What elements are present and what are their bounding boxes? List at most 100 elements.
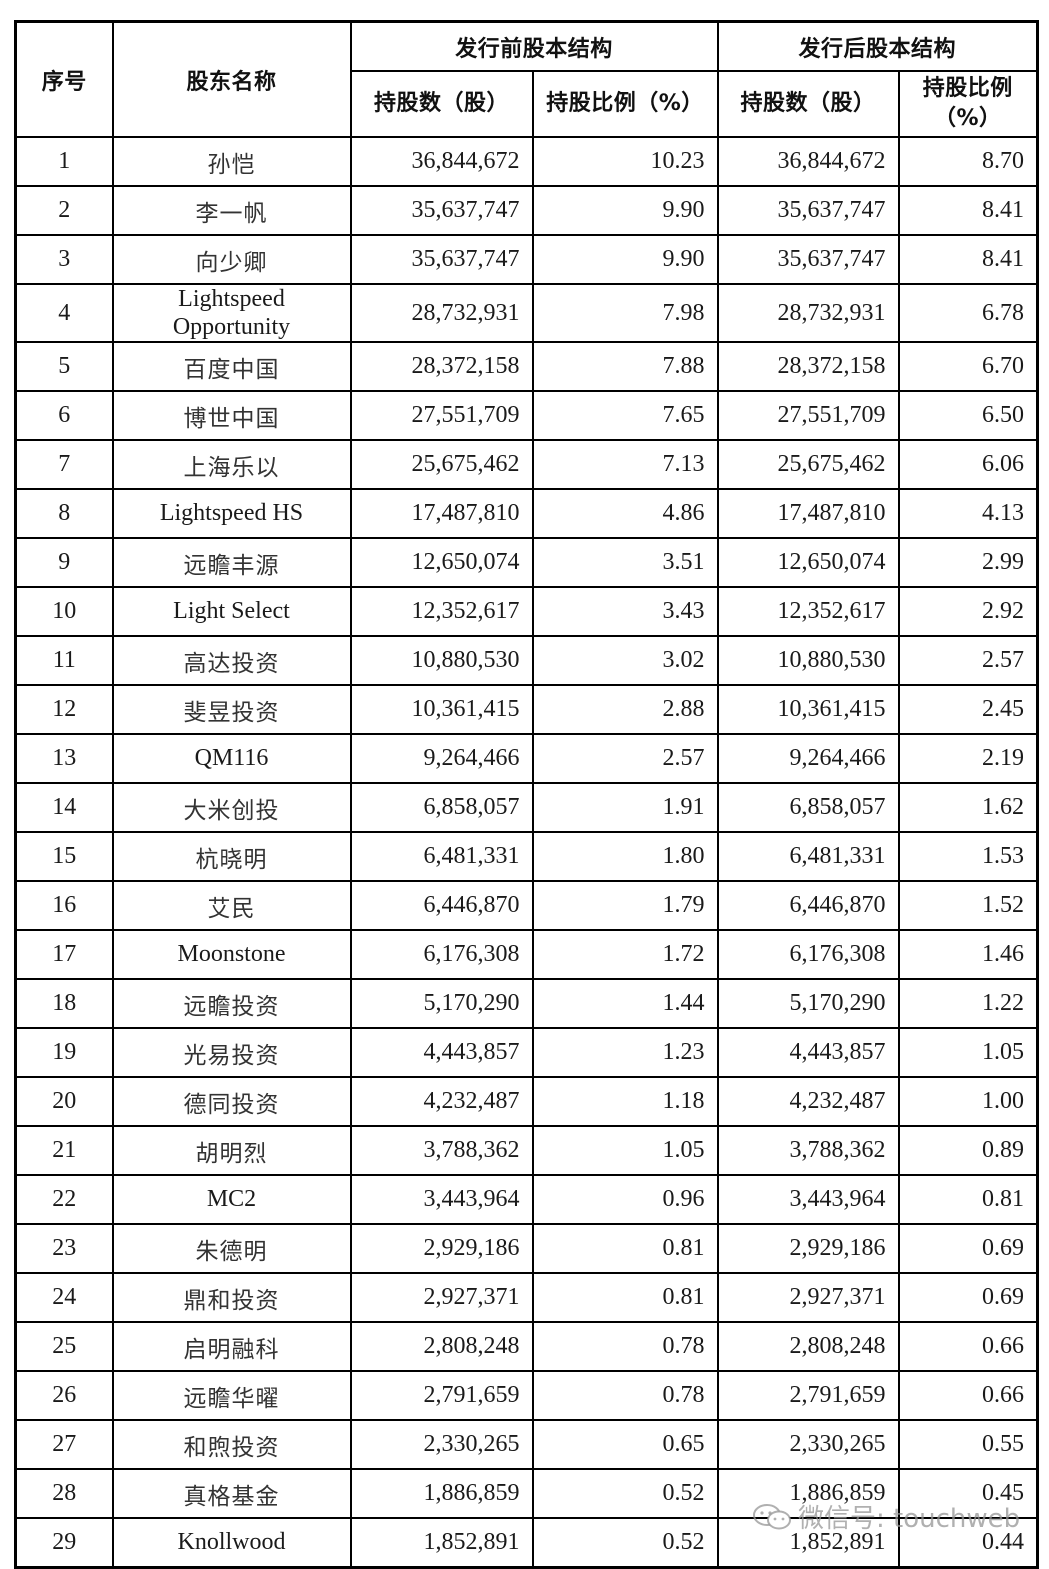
row-post-ratio: 0.66 <box>897 1370 1039 1421</box>
row-pre-shares: 2,330,265 <box>349 1419 534 1470</box>
row-post-shares: 35,637,747 <box>716 185 900 236</box>
row-index: 19 <box>14 1027 114 1078</box>
row-pre-ratio: 0.96 <box>531 1174 719 1225</box>
row-pre-ratio: 0.78 <box>531 1321 719 1372</box>
row-index: 17 <box>14 929 114 980</box>
row-post-shares: 4,443,857 <box>716 1027 900 1078</box>
header-pre-issuance-structure: 发行前股本结构 <box>349 20 719 72</box>
row-post-shares: 28,372,158 <box>716 341 900 392</box>
row-index: 18 <box>14 978 114 1029</box>
row-pre-shares: 2,927,371 <box>349 1272 534 1323</box>
row-pre-ratio: 0.81 <box>531 1223 719 1274</box>
row-post-shares: 9,264,466 <box>716 733 900 784</box>
row-post-ratio: 1.52 <box>897 880 1039 931</box>
row-pre-shares: 2,929,186 <box>349 1223 534 1274</box>
row-pre-ratio: 3.51 <box>531 537 719 588</box>
table-row: 22 MC2 3,443,964 0.96 3,443,964 0.81 <box>14 1174 1039 1225</box>
row-pre-shares: 6,446,870 <box>349 880 534 931</box>
row-pre-ratio: 3.43 <box>531 586 719 637</box>
row-pre-ratio: 0.65 <box>531 1419 719 1470</box>
row-shareholder-name: Lightspeed Opportunity <box>111 283 352 343</box>
row-shareholder-name: 大米创投 <box>111 782 352 833</box>
row-post-ratio: 2.57 <box>897 635 1039 686</box>
row-post-shares: 2,330,265 <box>716 1419 900 1470</box>
row-pre-shares: 4,443,857 <box>349 1027 534 1078</box>
row-pre-shares: 3,443,964 <box>349 1174 534 1225</box>
row-index: 2 <box>14 185 114 236</box>
row-pre-ratio: 0.52 <box>531 1517 719 1569</box>
row-shareholder-name: Knollwood <box>111 1517 352 1569</box>
header-post-ratio: 持股比例 （%） <box>897 70 1039 138</box>
row-pre-shares: 5,170,290 <box>349 978 534 1029</box>
table-row: 29 Knollwood 1,852,891 0.52 1,852,891 0.44 <box>14 1517 1039 1569</box>
row-shareholder-name: 远瞻华曜 <box>111 1370 352 1421</box>
row-shareholder-name: 光易投资 <box>111 1027 352 1078</box>
row-pre-shares: 9,264,466 <box>349 733 534 784</box>
row-pre-ratio: 7.98 <box>531 283 719 343</box>
row-pre-shares: 27,551,709 <box>349 390 534 441</box>
row-post-ratio: 8.70 <box>897 136 1039 187</box>
row-post-ratio: 0.45 <box>897 1468 1039 1519</box>
row-pre-ratio: 7.13 <box>531 439 719 490</box>
header-post-issuance-structure: 发行后股本结构 <box>716 20 1039 72</box>
table-header: 序号 股东名称 发行前股本结构 发行后股本结构 持股数（股） 持股比例（%） 持… <box>14 20 1039 138</box>
row-pre-ratio: 1.72 <box>531 929 719 980</box>
row-post-ratio: 0.69 <box>897 1272 1039 1323</box>
table-row: 24 鼎和投资 2,927,371 0.81 2,927,371 0.69 <box>14 1272 1039 1323</box>
row-pre-ratio: 2.88 <box>531 684 719 735</box>
row-post-shares: 3,443,964 <box>716 1174 900 1225</box>
row-post-ratio: 1.62 <box>897 782 1039 833</box>
row-pre-shares: 10,361,415 <box>349 684 534 735</box>
row-index: 4 <box>14 283 114 343</box>
row-shareholder-name: 斐昱投资 <box>111 684 352 735</box>
row-shareholder-name: 真格基金 <box>111 1468 352 1519</box>
row-post-shares: 12,650,074 <box>716 537 900 588</box>
table-row: 13 QM116 9,264,466 2.57 9,264,466 2.19 <box>14 733 1039 784</box>
table-body: 1 孙恺 36,844,672 10.23 36,844,672 8.70 2 李一帆 35,6… <box>14 136 1039 1569</box>
row-post-ratio: 2.92 <box>897 586 1039 637</box>
row-index: 20 <box>14 1076 114 1127</box>
row-index: 12 <box>14 684 114 735</box>
row-post-shares: 6,481,331 <box>716 831 900 882</box>
row-post-shares: 6,858,057 <box>716 782 900 833</box>
table-row: 17 Moonstone 6,176,308 1.72 6,176,308 1.46 <box>14 929 1039 980</box>
row-post-ratio: 8.41 <box>897 185 1039 236</box>
row-pre-ratio: 4.86 <box>531 488 719 539</box>
table-row: 4 Lightspeed Opportunity 28,732,931 7.98 28,7… <box>14 283 1039 343</box>
table-row: 11 高达投资 10,880,530 3.02 10,880,530 2.57 <box>14 635 1039 686</box>
row-post-ratio: 1.53 <box>897 831 1039 882</box>
table-row: 8 Lightspeed HS 17,487,810 4.86 17,487,810 4.… <box>14 488 1039 539</box>
row-pre-shares: 28,732,931 <box>349 283 534 343</box>
row-post-shares: 2,791,659 <box>716 1370 900 1421</box>
table-row: 2 李一帆 35,637,747 9.90 35,637,747 8.41 <box>14 185 1039 236</box>
header-pre-ratio: 持股比例（%） <box>531 70 719 138</box>
row-post-shares: 1,852,891 <box>716 1517 900 1569</box>
shareholder-name-line1: Lightspeed <box>178 286 285 312</box>
row-index: 25 <box>14 1321 114 1372</box>
row-shareholder-name: 远瞻丰源 <box>111 537 352 588</box>
row-post-shares: 4,232,487 <box>716 1076 900 1127</box>
row-shareholder-name: 启明融科 <box>111 1321 352 1372</box>
row-shareholder-name: Moonstone <box>111 929 352 980</box>
row-pre-ratio: 7.65 <box>531 390 719 441</box>
row-shareholder-name: Lightspeed HS <box>111 488 352 539</box>
row-post-shares: 25,675,462 <box>716 439 900 490</box>
row-post-ratio: 0.89 <box>897 1125 1039 1176</box>
row-shareholder-name: 高达投资 <box>111 635 352 686</box>
row-post-shares: 27,551,709 <box>716 390 900 441</box>
row-index: 5 <box>14 341 114 392</box>
row-post-shares: 28,732,931 <box>716 283 900 343</box>
row-post-ratio: 1.00 <box>897 1076 1039 1127</box>
row-pre-ratio: 3.02 <box>531 635 719 686</box>
table-row: 6 博世中国 27,551,709 7.65 27,551,709 6.50 <box>14 390 1039 441</box>
table-row: 10 Light Select 12,352,617 3.43 12,352,617 2.… <box>14 586 1039 637</box>
row-post-ratio: 0.66 <box>897 1321 1039 1372</box>
row-shareholder-name: 艾民 <box>111 880 352 931</box>
row-index: 14 <box>14 782 114 833</box>
row-post-ratio: 1.46 <box>897 929 1039 980</box>
table-row: 18 远瞻投资 5,170,290 1.44 5,170,290 1.22 <box>14 978 1039 1029</box>
row-pre-shares: 12,352,617 <box>349 586 534 637</box>
row-index: 6 <box>14 390 114 441</box>
row-post-ratio: 0.44 <box>897 1517 1039 1569</box>
row-pre-shares: 35,637,747 <box>349 185 534 236</box>
